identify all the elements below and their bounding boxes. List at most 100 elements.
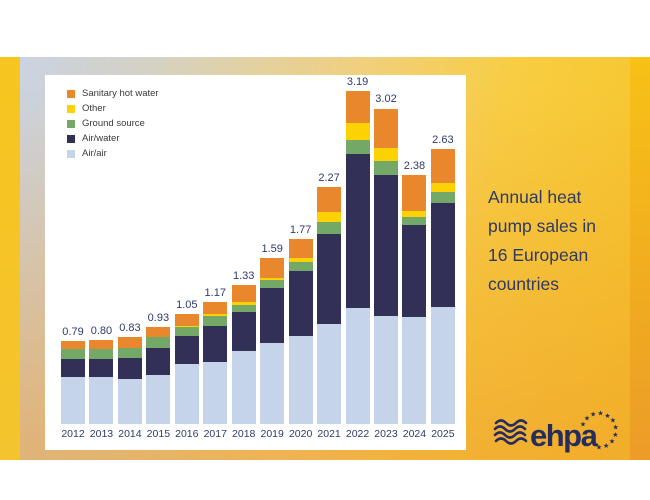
x-axis-label: 2016 [175,428,199,440]
segment-other [430,182,455,192]
segment-sanitary-hot-water [231,285,256,302]
eu-star-icon: ★ [613,424,619,432]
bar-total-label: 1.05 [176,299,198,312]
x-axis-label: 2017 [203,428,227,440]
bar-2024: 2.38 2024 [402,160,427,440]
eu-star-icon: ★ [603,442,609,450]
x-axis-label: 2020 [288,428,313,440]
bar-total-label: 1.59 [261,242,283,255]
bar-total-label: 3.19 [346,75,369,88]
segment-air-water [260,288,285,343]
bar-2019: 1.59 2019 [260,243,285,440]
segment-air-air [146,374,171,424]
segment-other [373,148,398,161]
segment-ground-source [288,262,313,272]
segment-air-water [288,271,313,337]
segment-other [231,301,256,305]
bar-2020: 1.77 2020 [288,224,313,440]
bar-total-label: 1.33 [233,270,255,282]
segment-air-air [61,377,85,424]
x-axis-label: 2013 [89,428,114,440]
segment-air-water [203,325,228,363]
segment-air-water [430,202,455,307]
bar-total-label: 2.63 [432,134,454,147]
segment-air-air [231,350,256,424]
ehpa-logo-svg: ehpa ★★★ ★ ★★★★★★★ [493,410,619,453]
eu-star-icon: ★ [610,417,616,425]
bar-2023: 3.02 2023 [373,93,398,440]
segment-ground-source [203,316,228,326]
segment-air-air [203,362,228,424]
bar-2021: 2.27 2021 [317,172,342,440]
x-axis-label: 2021 [317,428,341,440]
bar-chart-bars: 0.79 2012 0.80 2013 0.83 2014 0.93 2015 1.05 2016… [61,75,455,440]
segment-air-air [89,377,114,424]
segment-other [203,314,228,317]
eu-star-icon: ★ [590,411,596,419]
legend-label: Air/water [82,133,120,144]
segment-sanitary-hot-water [373,108,398,149]
segment-sanitary-hot-water [345,90,370,124]
x-axis-label: 2022 [345,428,370,440]
segment-ground-source [345,139,370,155]
segment-ground-source [231,304,256,313]
slide-caption: Annual heat pump sales in 16 European co… [488,187,596,294]
chart-legend: Sanitary hot water Other Ground source Air/… [67,89,159,164]
eu-star-icon: ★ [609,437,615,445]
segment-ground-source [373,160,398,176]
segment-air-air [174,364,199,424]
segment-sanitary-hot-water [203,301,228,315]
segment-air-air [345,308,370,424]
bar-total-label: 1.77 [289,224,312,236]
slide-left-gold-edge [0,57,20,460]
segment-air-water [317,233,342,324]
segment-air-water [174,336,199,365]
x-axis-label: 2012 [61,428,85,440]
segment-ground-source [89,348,114,360]
segment-air-water [231,312,256,351]
bar-2016: 1.05 2016 [174,299,199,440]
x-axis-label: 2019 [260,428,284,440]
legend-label: Ground source [82,118,145,129]
legend-label: Air/air [82,148,107,159]
legend-label: Sanitary hot water [82,88,159,99]
legend-item-air-air: Air/air [67,149,159,159]
segment-air-air [373,316,398,424]
segment-other [402,210,427,218]
segment-ground-source [260,279,285,289]
segment-ground-source [430,192,455,203]
bar-total-label: 1.17 [204,286,226,299]
bar-total-label: 2.27 [318,171,340,184]
segment-ground-source [146,337,171,348]
x-axis-label: 2015 [146,428,171,440]
segment-air-air [317,323,342,424]
segment-air-air [288,336,313,424]
segment-ground-source [402,217,427,226]
segment-sanitary-hot-water [174,314,199,326]
x-axis-label: 2025 [431,428,455,440]
legend-item-sanitary-hot-water: Sanitary hot water [67,89,159,99]
legend-item-ground-source: Ground source [67,119,159,129]
segment-sanitary-hot-water [146,326,171,338]
segment-air-air [430,307,455,424]
eu-star-icon: ★ [584,415,590,423]
eu-stars-icon: ★★★ ★ ★★★★★★★ [580,410,619,452]
legend-item-air-water: Air/water [67,134,159,144]
segment-other [260,277,285,280]
segment-sanitary-hot-water [89,340,114,349]
ehpa-logo-text: ehpa [530,418,599,453]
eu-star-icon: ★ [604,412,610,420]
bar-total-label: 0.79 [62,326,84,339]
eu-star-icon: ★ [580,421,586,429]
segment-air-water [89,359,114,378]
bar-2025: 2.63 2025 [430,134,455,440]
segment-other [288,257,313,263]
segment-sanitary-hot-water [288,239,313,258]
bar-total-label: 2.38 [403,160,426,173]
legend-chip-icon [67,90,75,98]
bar-2013: 0.80 2013 [89,325,114,440]
segment-sanitary-hot-water [61,341,85,349]
bar-2012: 0.79 2012 [61,326,85,440]
eu-star-icon: ★ [612,431,618,439]
legend-label: Other [82,103,106,114]
